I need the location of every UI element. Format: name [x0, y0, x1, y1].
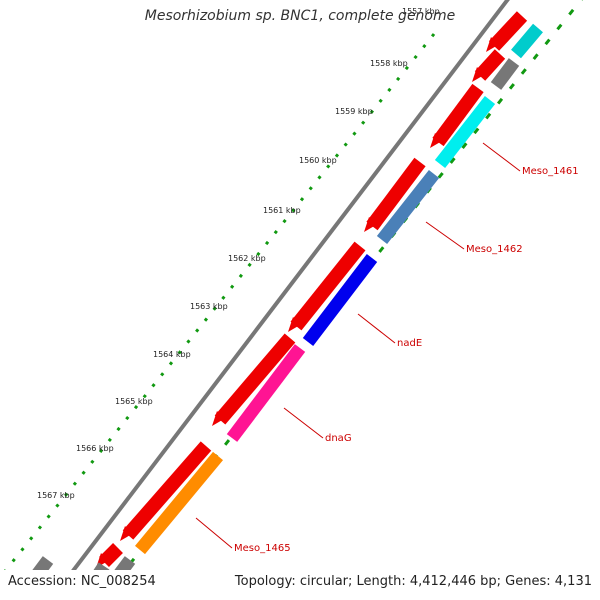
accession-label: Accession: NC_008254	[8, 574, 156, 589]
forward-cds-5	[290, 241, 366, 331]
track-feature-5	[32, 556, 54, 570]
gene-label-dnag: dnaG	[325, 433, 352, 444]
forward-cds-arrowhead-2	[472, 67, 484, 82]
gene-feature-dnag	[226, 344, 306, 442]
gene-leader-line	[357, 313, 396, 344]
scale-label: 1557 kbp	[402, 7, 440, 16]
scale-label: 1566 kbp	[76, 444, 114, 453]
track-feature-4	[93, 562, 110, 570]
forward-cds-6	[214, 333, 296, 425]
gene-feature-nade	[302, 254, 378, 346]
map-title: Mesorhizobium sp. BNC1, complete genome	[144, 8, 456, 24]
forward-cds-4	[366, 157, 426, 231]
forward-cds-arrowhead-5	[288, 317, 300, 332]
outer-tick-ring	[4, 33, 436, 570]
gene-leader-line	[425, 221, 465, 250]
gene-feature-meso-1465	[134, 451, 224, 555]
scale-label: 1560 kbp	[299, 156, 337, 165]
genome-summary: Topology: circular; Length: 4,412,446 bp…	[234, 574, 592, 589]
gene-feature-meso-1462	[376, 169, 440, 245]
scale-label: 1558 kbp	[370, 59, 408, 68]
forward-cds-arrowhead-4	[364, 217, 376, 232]
track-feature-3	[114, 556, 136, 570]
forward-cds-arrowhead-1	[486, 37, 498, 52]
track-feature-2	[490, 58, 520, 90]
track-feature-1	[511, 23, 543, 59]
scale-label: 1562 kbp	[228, 254, 266, 263]
gene-label-nade: nadE	[397, 338, 422, 349]
genome-backbone	[71, 0, 510, 570]
scale-label: 1567 kbp	[37, 491, 75, 500]
forward-cds-1	[488, 11, 528, 51]
scale-label: 1564 kbp	[153, 350, 191, 359]
gene-leader-line	[482, 142, 521, 172]
scale-label: 1559 kbp	[335, 107, 373, 116]
scale-label: 1563 kbp	[190, 302, 228, 311]
gene-leader-line	[195, 517, 233, 549]
forward-cds-arrowhead-3	[430, 133, 442, 148]
gene-label-meso-1465: Meso_1465	[234, 543, 291, 554]
gene-feature-meso-1461	[434, 95, 496, 169]
forward-cds-arrowhead-6	[212, 411, 224, 426]
forward-cds-7	[122, 441, 212, 540]
scale-label: 1561 kbp	[263, 206, 301, 215]
forward-cds-arrowhead-7	[120, 526, 132, 541]
gene-label-meso-1461: Meso_1461	[522, 166, 579, 177]
forward-cds-3	[432, 83, 484, 147]
gene-label-meso-1462: Meso_1462	[466, 244, 523, 255]
gene-leader-line	[283, 407, 324, 439]
scale-label: 1565 kbp	[115, 397, 153, 406]
forward-cds-2	[474, 49, 506, 81]
